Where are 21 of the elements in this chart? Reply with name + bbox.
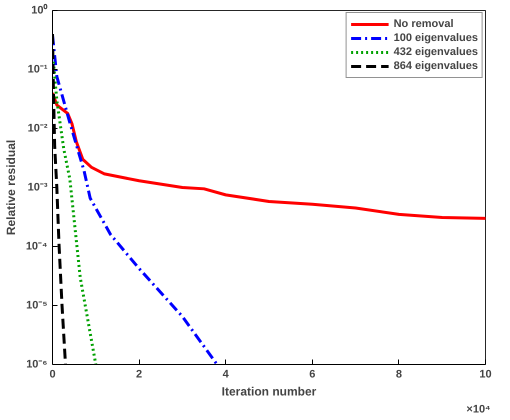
x-axis-title: Iteration number [222,384,317,398]
y-axis-title: Relative residual [4,140,18,236]
x-tick-label: 2 [136,368,142,380]
legend-label: 100 eigenvalues [394,31,478,45]
line-series [52,91,486,220]
text: ×10⁴ [466,404,491,416]
x-tick-label: 8 [396,368,402,380]
y-tick-label: 10⁰ [31,4,48,16]
legend-label: 432 eigenvalues [394,45,478,59]
y-tick-label: 10⁻¹ [28,64,48,76]
y-tick-label: 10⁻² [28,122,48,134]
legend-label: No removal [394,17,454,31]
y-tick-label: 10⁻⁶ [26,358,48,370]
y-tick-label: 10⁻⁴ [26,240,48,252]
y-tick-label: 10⁻⁵ [26,300,48,312]
y-tick-label: 10⁻³ [28,182,48,194]
x-tick-label: 6 [309,368,316,380]
x-tick-label: 4 [222,368,230,380]
legend-label: 864 eigenvalues [394,59,478,73]
x-tick-label: 10 [479,368,492,380]
x-tick-label: 0 [49,368,56,380]
